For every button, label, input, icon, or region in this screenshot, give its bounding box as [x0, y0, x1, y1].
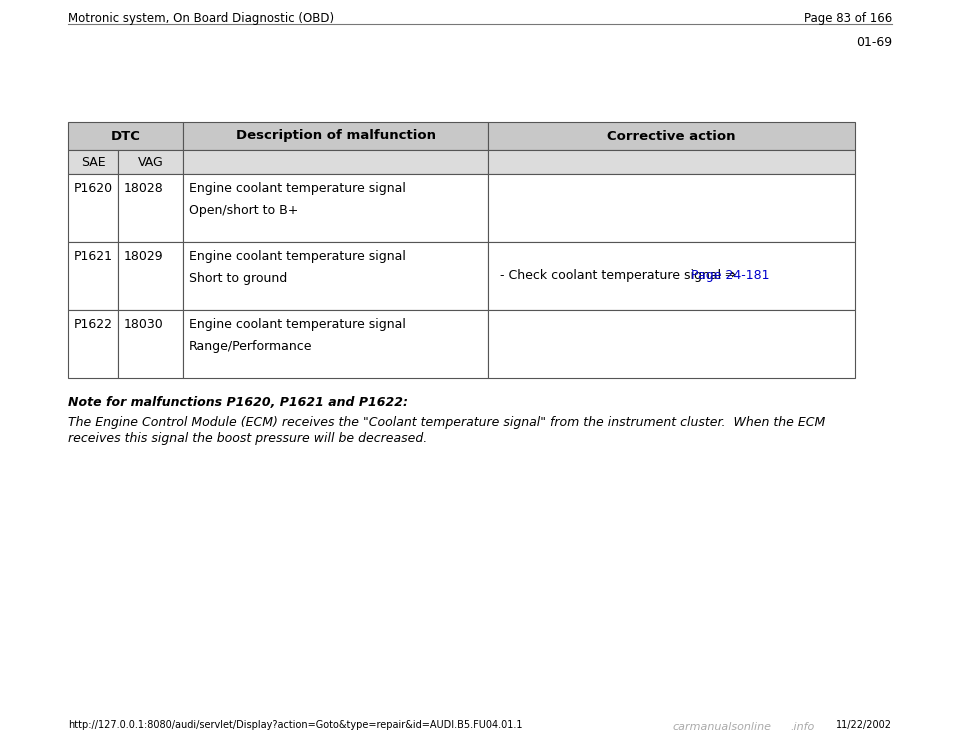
Bar — [68, 150, 118, 174]
Bar — [488, 310, 855, 378]
Text: 18029: 18029 — [124, 250, 163, 263]
Text: Corrective action: Corrective action — [608, 130, 735, 142]
Text: Page 83 of 166: Page 83 of 166 — [804, 12, 892, 25]
Text: P1622: P1622 — [74, 318, 113, 331]
Text: VAG: VAG — [137, 156, 163, 168]
Text: Note for malfunctions P1620, P1621 and P1622:: Note for malfunctions P1620, P1621 and P… — [68, 396, 408, 409]
Text: 01-69: 01-69 — [856, 36, 892, 49]
Text: 18028: 18028 — [124, 182, 164, 195]
Bar — [68, 174, 118, 242]
Text: 18030: 18030 — [124, 318, 164, 331]
Text: Short to ground: Short to ground — [189, 272, 287, 285]
Bar — [183, 150, 488, 174]
Bar — [183, 174, 488, 242]
Text: http://127.0.0.1:8080/audi/servlet/Display?action=Goto&type=repair&id=AUDI.B5.FU: http://127.0.0.1:8080/audi/servlet/Displ… — [68, 720, 522, 730]
Bar — [183, 242, 488, 310]
Text: Engine coolant temperature signal: Engine coolant temperature signal — [189, 250, 406, 263]
Text: Page 24-181: Page 24-181 — [690, 269, 769, 283]
Bar — [488, 150, 855, 174]
Bar — [488, 174, 855, 242]
Text: 11/22/2002: 11/22/2002 — [836, 720, 892, 730]
Bar — [118, 150, 183, 174]
Bar — [68, 122, 183, 150]
Text: DTC: DTC — [110, 130, 140, 142]
Bar — [488, 242, 855, 310]
Text: P1620: P1620 — [74, 182, 113, 195]
Text: P1621: P1621 — [74, 250, 113, 263]
Text: Range/Performance: Range/Performance — [189, 340, 313, 353]
Bar — [183, 122, 488, 150]
Text: carmanualsonline: carmanualsonline — [672, 722, 771, 732]
Bar — [118, 310, 183, 378]
Bar — [183, 310, 488, 378]
Text: SAE: SAE — [81, 156, 106, 168]
Bar — [68, 310, 118, 378]
Text: receives this signal the boost pressure will be decreased.: receives this signal the boost pressure … — [68, 432, 427, 445]
Text: The Engine Control Module (ECM) receives the "Coolant temperature signal" from t: The Engine Control Module (ECM) receives… — [68, 416, 826, 429]
Text: .info: .info — [790, 722, 814, 732]
Bar — [68, 242, 118, 310]
Bar — [488, 122, 855, 150]
Bar — [118, 242, 183, 310]
Text: Engine coolant temperature signal: Engine coolant temperature signal — [189, 182, 406, 195]
Text: - Check coolant temperature signal ⇒: - Check coolant temperature signal ⇒ — [500, 269, 739, 283]
Text: Engine coolant temperature signal: Engine coolant temperature signal — [189, 318, 406, 331]
Text: Open/short to B+: Open/short to B+ — [189, 204, 299, 217]
Bar — [118, 174, 183, 242]
Text: Description of malfunction: Description of malfunction — [235, 130, 436, 142]
Text: Motronic system, On Board Diagnostic (OBD): Motronic system, On Board Diagnostic (OB… — [68, 12, 334, 25]
